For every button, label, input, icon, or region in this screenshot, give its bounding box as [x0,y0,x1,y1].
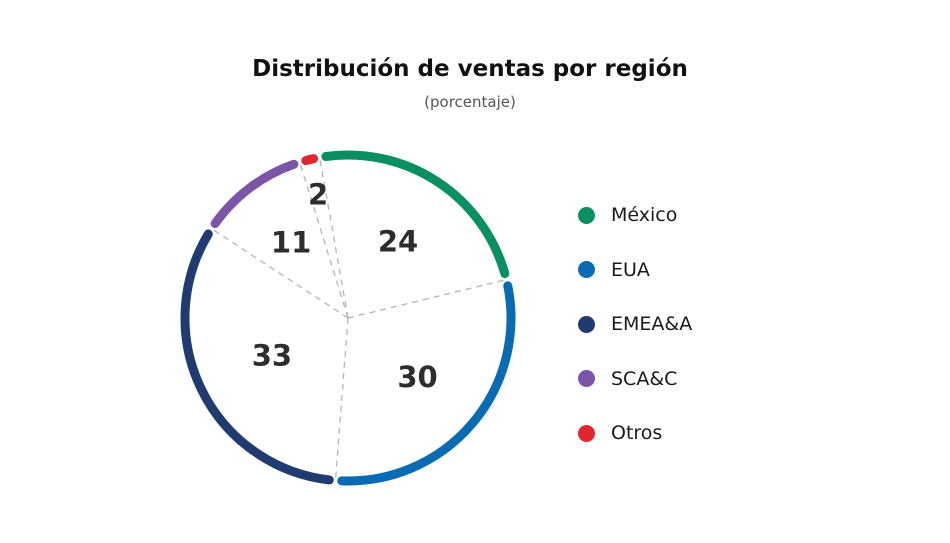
legend-dot-icon [578,424,595,442]
legend-label: México [611,204,678,226]
pie-arcs [180,150,516,486]
legend-item-eua: EUA [578,255,692,285]
legend-dot-icon [578,315,595,333]
slice-arc-eua [337,281,516,486]
legend-item-emea-a: EMEA&A [578,309,692,339]
slice-label-m-xico: 24 [378,225,418,259]
legend-label: EUA [611,258,650,281]
pie-dividers [211,157,507,481]
slice-arc-otros [301,154,319,166]
legend-item-otros: Otros [578,418,692,448]
divider-otros [299,162,349,319]
pie-labels: 24 30 33 11 2 [252,177,438,394]
slice-arc-sca-c [210,159,299,229]
legend-dot-icon [578,206,595,224]
legend-dot-icon [578,261,595,278]
legend-label: EMEA&A [611,313,693,335]
legend: México EUA EMEA&A SCA&C Otros [578,200,692,473]
legend-label: SCA&C [611,367,678,390]
slice-label-emea-a: 33 [252,338,292,372]
legend-dot-icon [578,370,595,387]
slice-label-eua: 30 [397,360,437,394]
legend-label: Otros [611,422,663,444]
slice-arc-emea-a [180,229,334,485]
divider-sca-c [211,228,349,319]
legend-item-sca-c: SCA&C [578,364,692,394]
divider-m-xico [319,157,349,319]
slice-label-otros: 2 [308,177,328,211]
chart-title: Distribución de ventas por región [252,56,688,82]
slice-label-sca-c: 11 [271,226,311,260]
divider-eua [347,279,507,319]
chart-subtitle: (porcentaje) [424,93,516,111]
divider-emea-a [334,317,349,481]
legend-item-m-xico: México [578,200,692,230]
slice-arc-m-xico [321,150,510,279]
